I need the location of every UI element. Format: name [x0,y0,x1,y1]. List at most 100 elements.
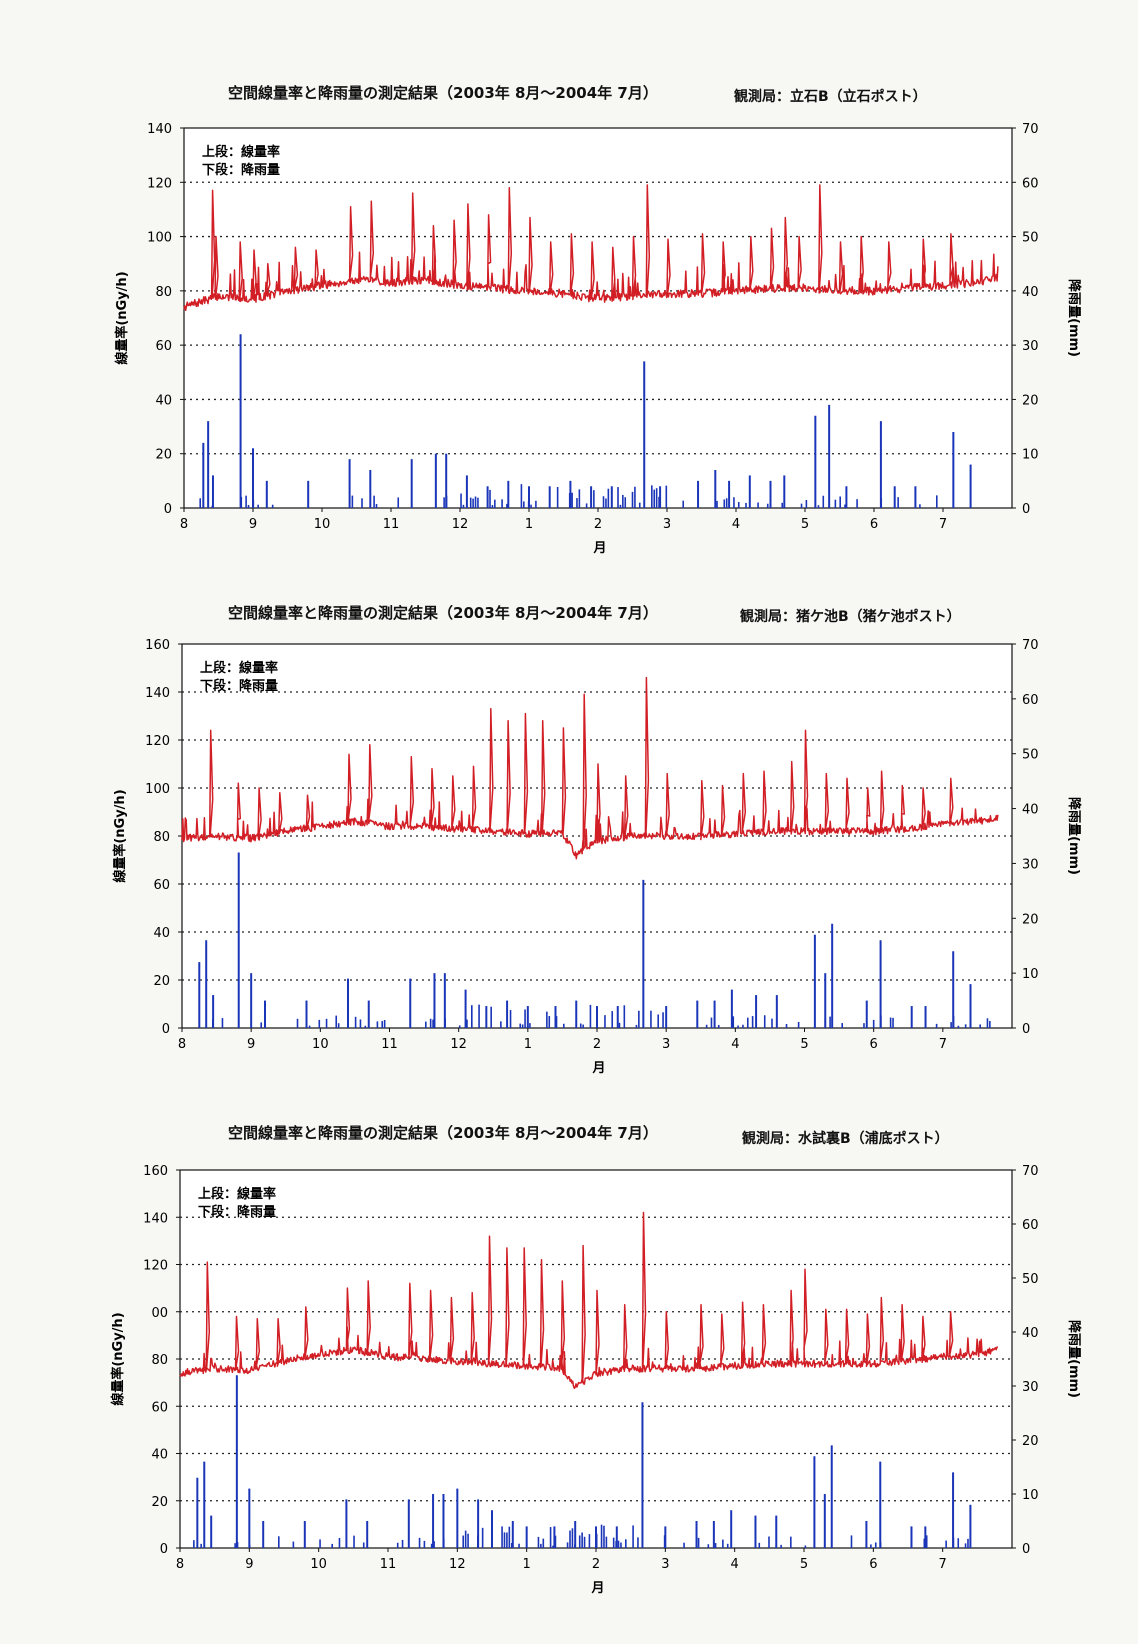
x-tick-label: 7 [939,1037,947,1052]
x-tick-label: 6 [870,1037,878,1052]
x-tick-label: 12 [450,1037,467,1052]
y-axis-label-left: 線量率(nGy/h) [114,271,130,364]
y-tick-label-right: 50 [1022,748,1039,763]
y-tick-label-left: 40 [151,1448,168,1463]
x-axis-label: 月 [592,541,606,556]
chart-svg: 0 20 40 60 80 00 120 140 160 0 10 20 30 40 50 60 70 8 9 10 1… [110,1164,1082,1596]
x-tick-label: 11 [380,1557,397,1572]
x-tick-label: 4 [731,1037,739,1052]
y-tick-label-right: 20 [1022,912,1039,927]
y-tick-label-right: 10 [1022,448,1039,463]
y-axis-label-left: 線量率(nGy/h) [110,1312,126,1405]
chart-title: 空間線量率と降雨量の測定結果（2003年 8月～2004年 7月） [228,1124,658,1142]
legend-entry: 上段：線量率 [202,144,280,160]
x-tick-label: 9 [247,1037,255,1052]
x-tick-label: 3 [661,1557,669,1572]
y-tick-label-left: 00 [151,1306,168,1321]
x-tick-label: 2 [594,517,602,532]
y-tick-label-left: 0 [160,1542,168,1557]
y-tick-label-left: 0 [164,502,172,517]
x-tick-label: 3 [663,517,671,532]
y-axis-label-right: 降雨量(mm) [1066,797,1082,875]
x-tick-label: 11 [383,517,400,532]
y-tick-label-left: 100 [145,782,170,797]
chart-title: 空間線量率と降雨量の測定結果（2003年 8月～2004年 7月） [228,84,658,102]
x-axis-label: 月 [591,1061,605,1076]
chart-panel-3: 空間線量率と降雨量の測定結果（2003年 8月～2004年 7月） 観測局：水試… [0,1040,1138,1596]
y-tick-label-left: 80 [151,1353,168,1368]
dose-rate-line [179,1211,998,1390]
x-tick-label: 2 [592,1557,600,1572]
x-tick-label: 10 [314,517,331,532]
y-tick-label-right: 10 [1022,1488,1039,1503]
y-tick-label-right: 0 [1022,1022,1030,1037]
dose-rate-line [181,676,999,860]
x-tick-label: 8 [180,517,188,532]
y-tick-label-right: 60 [1022,176,1039,191]
y-tick-label-left: 60 [151,1400,168,1415]
x-tick-label: 8 [176,1557,184,1572]
x-tick-label: 10 [312,1037,329,1052]
x-tick-label: 1 [524,1037,532,1052]
y-tick-label-right: 40 [1022,285,1039,300]
y-tick-label-left: 20 [153,974,170,989]
y-tick-label-left: 40 [155,393,172,408]
y-tick-label-left: 120 [147,176,172,191]
station-label: 観測局：水試裏B（浦底ポスト） [742,1131,949,1147]
y-tick-label-right: 60 [1022,693,1039,708]
plot-frame [183,127,1013,509]
y-tick-label-left: 120 [143,1259,168,1274]
y-tick-label-right: 20 [1022,393,1039,408]
y-tick-label-left: 60 [155,339,172,354]
y-tick-label-left: 160 [145,638,170,653]
y-tick-label-right: 10 [1022,967,1039,982]
y-tick-label-left: 120 [145,734,170,749]
x-tick-label: 8 [178,1037,186,1052]
y-tick-label-left: 20 [155,448,172,463]
x-tick-label: 6 [869,1557,877,1572]
x-tick-label: 7 [939,1557,947,1572]
y-tick-label-left: 140 [147,122,172,137]
rain-series [199,334,972,508]
y-tick-label-left: 160 [143,1164,168,1179]
chart-panel-1: 空間線量率と降雨量の測定結果（2003年 8月～2004年 7月） 観測局：立石… [0,0,1138,556]
y-tick-label-right: 70 [1022,122,1039,137]
chart-title: 空間線量率と降雨量の測定結果（2003年 8月～2004年 7月） [228,604,658,622]
legend-entry: 下段：降雨量 [202,162,280,178]
y-tick-label-right: 50 [1022,231,1039,246]
x-tick-label: 5 [800,1557,808,1572]
y-tick-label-left: 0 [162,1022,170,1037]
rain-series [193,1375,972,1548]
x-tick-label: 6 [870,517,878,532]
x-tick-label: 9 [245,1557,253,1572]
y-tick-label-right: 0 [1022,1542,1030,1557]
y-tick-label-left: 80 [155,285,172,300]
y-tick-label-left: 60 [153,878,170,893]
x-tick-label: 12 [449,1557,466,1572]
x-tick-label: 12 [452,517,469,532]
y-tick-label-right: 70 [1022,1164,1039,1179]
x-tick-label: 4 [732,517,740,532]
x-tick-label: 5 [801,517,809,532]
y-axis-label-right: 降雨量(mm) [1066,279,1082,357]
y-tick-label-right: 0 [1022,502,1030,517]
legend-entry: 上段：線量率 [200,660,278,676]
y-axis-label-right: 降雨量(mm) [1066,1320,1082,1398]
x-tick-label: 3 [662,1037,670,1052]
y-tick-label-right: 40 [1022,1326,1039,1341]
y-tick-label-right: 50 [1022,1272,1039,1287]
legend-entry: 下段：降雨量 [200,678,278,694]
y-tick-label-right: 20 [1022,1434,1039,1449]
legend-entry: 下段：降雨量 [198,1204,276,1220]
y-tick-label-right: 30 [1022,1380,1039,1395]
y-tick-label-right: 30 [1022,339,1039,354]
legend-entry: 上段：線量率 [198,1186,276,1202]
y-tick-label-left: 140 [145,686,170,701]
y-tick-label-right: 40 [1022,803,1039,818]
station-label: 観測局：立石B（立石ポスト） [734,89,927,105]
x-tick-label: 2 [593,1037,601,1052]
rain-series [198,852,991,1028]
x-tick-label: 10 [310,1557,327,1572]
chart-svg: 0 20 40 60 80 100 120 140 160 0 10 20 30 40 50 60 70 8 9 10… [112,638,1082,1076]
y-tick-label-left: 20 [151,1495,168,1510]
